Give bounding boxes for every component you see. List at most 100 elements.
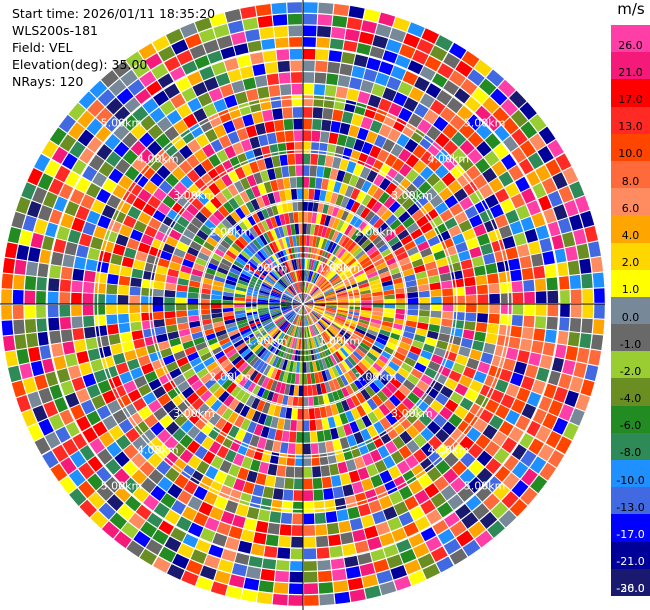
velocity-gate [376,390,388,403]
velocity-gate [321,178,329,190]
velocity-gate [278,238,285,250]
velocity-gate [347,241,357,252]
velocity-gate [351,333,363,342]
velocity-gate [351,266,363,275]
velocity-gate [449,203,464,217]
velocity-gate [378,403,391,416]
velocity-gate [303,501,314,513]
velocity-gate [393,277,405,285]
velocity-gate [130,229,144,242]
velocity-gate [501,491,519,509]
velocity-gate [299,293,303,304]
velocity-gate [228,574,245,588]
velocity-gate [195,576,213,592]
velocity-gate [407,351,420,362]
velocity-gate [303,177,310,188]
velocity-gate [277,142,287,155]
velocity-gate [85,259,98,272]
velocity-gate [22,215,37,232]
velocity-gate [131,268,144,279]
velocity-gate [170,93,186,109]
velocity-gate [106,314,118,325]
velocity-gate [452,362,466,375]
velocity-gate [203,356,216,367]
velocity-gate [258,580,274,593]
velocity-gate [188,184,202,197]
velocity-gate [439,406,453,421]
velocity-gate [370,318,382,325]
velocity-gate [330,324,340,333]
velocity-gate [216,403,228,417]
velocity-gate [396,460,411,475]
velocity-gate [253,423,264,436]
velocity-gate [553,204,568,221]
velocity-gate [325,511,338,523]
velocity-gate [475,485,492,502]
velocity-gate [368,249,380,260]
velocity-gate [260,497,273,511]
velocity-gate [505,409,520,425]
colorbar-tick-label: -6.0 [619,419,642,433]
velocity-gate [387,516,403,532]
velocity-gate [430,379,444,392]
velocity-gate [135,503,153,520]
velocity-gate [547,190,563,208]
velocity-gate [339,437,350,450]
velocity-gate [137,188,152,203]
velocity-gate [119,371,133,385]
velocity-gate [314,274,322,285]
velocity-gate [360,313,371,319]
velocity-gate [366,425,379,438]
velocity-gate [344,372,354,384]
velocity-gate [44,159,61,178]
velocity-gate [153,502,170,519]
velocity-gate [281,395,289,407]
velocity-gate [212,280,225,288]
velocity-gate [389,490,403,505]
velocity-gate [287,2,302,14]
velocity-gate [176,103,192,119]
velocity-gate [288,384,295,396]
velocity-gate [139,444,155,460]
velocity-gate [52,444,69,463]
velocity-gate [238,325,250,332]
velocity-gate [491,355,505,368]
range-ring-label: 2.00km [355,225,397,238]
velocity-gate [404,559,422,575]
velocity-gate [430,215,443,228]
velocity-gate [287,287,296,296]
velocity-gate [129,304,141,314]
velocity-gate [580,210,595,228]
velocity-gate [272,488,284,500]
velocity-gate [284,383,291,395]
velocity-gate [53,238,67,254]
velocity-gate [19,229,33,246]
velocity-gate [137,242,151,254]
velocity-gate [135,250,148,262]
velocity-gate [82,304,94,316]
velocity-gate [105,151,122,168]
velocity-gate [276,178,285,191]
velocity-gate [389,219,402,231]
velocity-gate [170,526,187,542]
velocity-gate [459,468,476,485]
velocity-gate [80,194,95,210]
velocity-gate [257,301,269,304]
velocity-gate [407,291,419,299]
velocity-gate [141,429,156,444]
velocity-gate [311,384,318,396]
velocity-gate [303,2,318,13]
velocity-gate [355,177,366,190]
velocity-gate [266,324,276,333]
velocity-gate [372,510,387,525]
velocity-gate [217,333,229,342]
velocity-gate [314,297,325,301]
velocity-gate [164,290,176,298]
velocity-gate [144,414,159,428]
velocity-gate [469,190,484,205]
velocity-gate [299,315,302,326]
velocity-gate [414,515,431,531]
velocity-gate [435,428,450,443]
velocity-gate [454,405,469,420]
velocity-gate [383,196,396,209]
